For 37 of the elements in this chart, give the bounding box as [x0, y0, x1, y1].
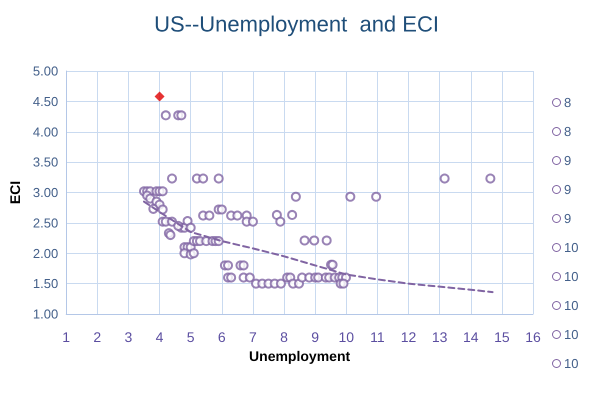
x-tick-label: 10	[338, 329, 354, 345]
x-tick-label: 8	[280, 329, 288, 345]
x-tick-label: 14	[462, 329, 479, 345]
x-tick-label: 5	[186, 329, 195, 345]
text: 10	[564, 240, 578, 255]
text: 9	[564, 182, 572, 197]
y-tick-label: 1.00	[32, 306, 58, 322]
y-tick-label: 2.00	[32, 246, 58, 261]
y-axis-title: ECI	[7, 180, 23, 204]
text: 8	[564, 95, 572, 110]
x-tick-label: 3	[124, 329, 133, 345]
x-tick-label: 7	[249, 329, 258, 345]
text: 10	[564, 298, 578, 313]
text: 9	[564, 211, 572, 226]
y-tick-label: 5.00	[32, 64, 58, 78]
x-tick-label: 9	[311, 329, 320, 345]
y-tick-label: 4.50	[32, 94, 58, 109]
chart-title: US--Unemployment and ECI	[154, 12, 439, 36]
x-tick-label: 16	[525, 329, 541, 345]
x-tick-label: 15	[494, 329, 510, 345]
x-tick-label: 1	[62, 329, 70, 345]
y-tick-label: 1.50	[32, 276, 58, 292]
y-tick-label: 4.00	[32, 124, 58, 140]
y-tick-label: 3.00	[32, 185, 58, 200]
y-tick-label: 3.50	[32, 154, 58, 170]
x-tick-label: 6	[218, 329, 226, 345]
y-tick-label: 2.50	[32, 215, 58, 230]
text: 10	[564, 269, 578, 284]
text: 8	[564, 124, 572, 139]
x-axis-title: Unemployment	[249, 348, 350, 364]
x-tick-label: 13	[432, 329, 448, 345]
x-tick-label: 12	[400, 329, 417, 345]
x-tick-label: 11	[370, 329, 385, 345]
text: 9	[564, 153, 572, 168]
x-tick-label: 4	[156, 329, 164, 345]
text: 10	[564, 356, 578, 371]
x-tick-label: 2	[93, 329, 102, 345]
